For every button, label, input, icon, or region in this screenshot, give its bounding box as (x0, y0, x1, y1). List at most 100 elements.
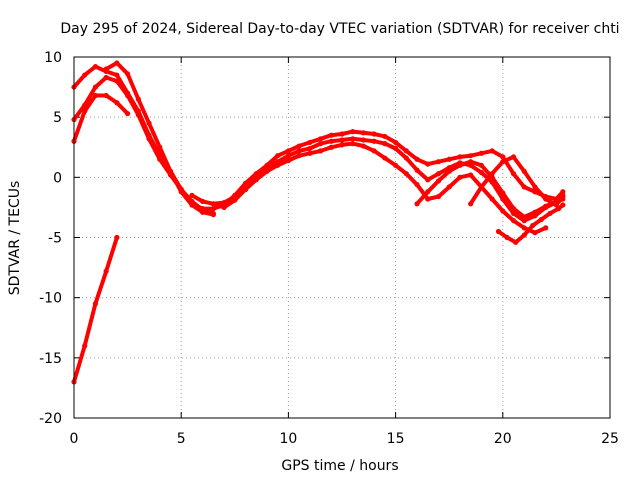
data-point (92, 301, 99, 307)
data-point (560, 189, 566, 195)
series-line (72, 93, 130, 144)
data-point (82, 72, 88, 78)
data-point (242, 186, 249, 192)
data-point (478, 169, 484, 176)
data-point (513, 239, 519, 245)
data-point (317, 141, 324, 147)
data-point (521, 184, 527, 190)
data-point (307, 139, 313, 146)
data-point (350, 136, 356, 142)
data-point (200, 198, 206, 204)
data-point (435, 171, 442, 177)
data-point (425, 189, 431, 195)
data-point (532, 230, 538, 236)
grid (74, 57, 610, 418)
data-point (296, 153, 302, 159)
series-group (71, 60, 566, 385)
data-point (92, 64, 99, 70)
data-point (264, 168, 270, 174)
y-tick-label: -10 (39, 291, 62, 307)
data-point (285, 153, 291, 159)
plot-frame (73, 56, 611, 419)
data-point (360, 143, 367, 149)
x-tick-label: 25 (601, 431, 619, 447)
data-point (532, 184, 538, 190)
data-point (457, 154, 463, 160)
data-point (135, 96, 141, 102)
data-point (560, 192, 566, 198)
data-point (521, 232, 527, 238)
data-point (114, 100, 120, 106)
data-point (510, 206, 517, 212)
data-point (500, 190, 506, 196)
x-tick-label: 5 (177, 431, 186, 447)
y-tick-label: -20 (39, 411, 62, 427)
series-s9 (495, 202, 566, 245)
data-point (543, 196, 549, 202)
data-point (500, 159, 506, 165)
data-point (157, 156, 163, 162)
y-tick-label: -5 (48, 231, 62, 247)
x-tick-labels: 0 5 10 15 20 25 (70, 431, 619, 447)
data-point (328, 132, 334, 138)
data-point (446, 184, 452, 190)
data-point (414, 201, 420, 207)
data-point (495, 228, 502, 235)
data-point (532, 209, 538, 215)
data-point (307, 150, 313, 156)
data-point (530, 222, 536, 229)
series-s5 (189, 136, 566, 224)
series-s7 (414, 159, 566, 220)
data-point (339, 142, 345, 148)
data-point (478, 162, 484, 168)
data-point (560, 202, 566, 208)
data-point (504, 234, 510, 241)
data-point (435, 193, 442, 200)
data-point (157, 144, 163, 150)
data-point (339, 137, 345, 143)
data-point (125, 71, 131, 77)
data-point (317, 148, 324, 154)
data-point (296, 143, 302, 149)
data-point (242, 180, 249, 186)
data-point (446, 156, 452, 162)
data-point (114, 234, 120, 241)
data-point (210, 206, 216, 212)
data-point (555, 206, 562, 212)
data-point (425, 161, 431, 167)
data-point (500, 208, 506, 214)
data-point (435, 159, 442, 165)
data-point (371, 131, 377, 137)
data-point (510, 218, 517, 224)
y-tick-label: 0 (53, 170, 62, 186)
series-s6 (210, 141, 549, 236)
data-point (382, 155, 388, 161)
data-point (521, 225, 527, 231)
data-point (210, 201, 216, 207)
data-point (382, 133, 388, 140)
data-point (425, 196, 431, 202)
data-point (414, 181, 420, 188)
y-tick-label: 10 (44, 50, 62, 66)
data-point (538, 216, 544, 223)
data-point (221, 204, 227, 211)
x-tick-label: 0 (70, 431, 79, 447)
data-point (189, 201, 195, 207)
y-axis-title: SDTVAR / TECUs (7, 181, 23, 296)
data-point (317, 136, 324, 142)
data-point (547, 210, 553, 217)
data-point (114, 78, 120, 84)
data-point (146, 136, 152, 142)
data-point (403, 155, 409, 161)
x-tick-label: 10 (279, 431, 297, 447)
data-point (478, 150, 484, 156)
data-point (425, 177, 431, 183)
y-tick-labels: -20 -15 -10 -5 0 5 10 (39, 50, 62, 427)
data-point (468, 153, 474, 159)
data-point (510, 154, 517, 160)
data-point (371, 138, 377, 144)
data-point (210, 210, 216, 217)
data-point (103, 66, 109, 72)
series-line (72, 235, 119, 384)
